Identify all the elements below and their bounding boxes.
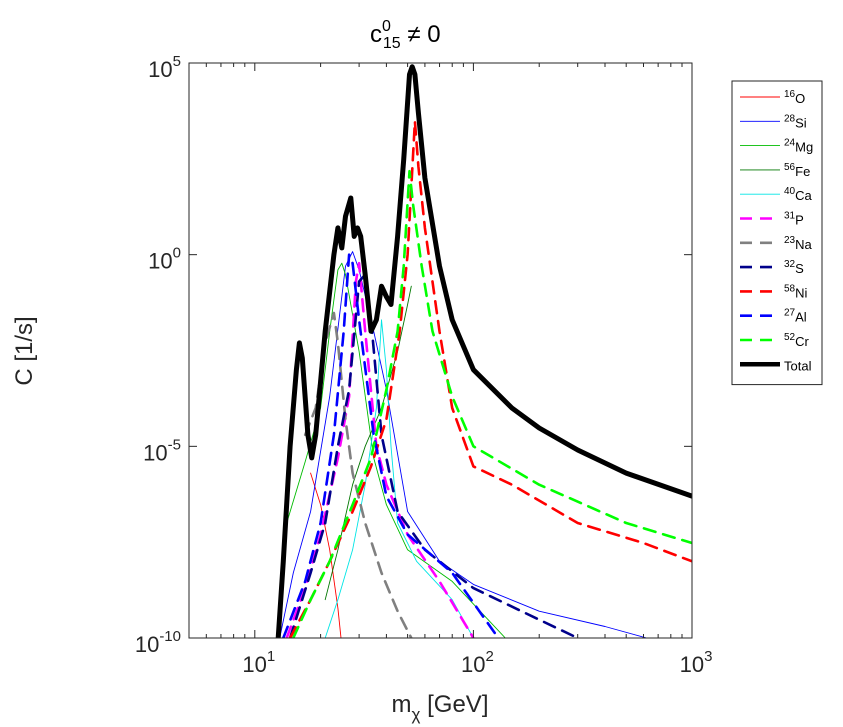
legend-label: 58Ni	[784, 283, 808, 300]
plot-area	[189, 63, 692, 638]
series-line-40Ca	[324, 319, 474, 638]
x-tick-label: 101	[242, 648, 275, 677]
legend-label: 23Na	[784, 235, 813, 252]
plot-frame	[188, 62, 693, 639]
legend-label: 31P	[784, 211, 804, 228]
legend-label: Total	[784, 358, 812, 373]
legend-label: 56Fe	[784, 162, 810, 179]
legend-item-32S: 32S	[740, 259, 804, 276]
legend-label: 28Si	[784, 113, 807, 130]
title-base: c	[370, 21, 382, 48]
legend-label: 32S	[784, 259, 804, 276]
legend-item-31P: 31P	[740, 211, 804, 228]
series-line-27Al	[282, 253, 500, 638]
legend-item-27Al: 27Al	[740, 308, 807, 325]
legend-item-58Ni: 58Ni	[740, 283, 808, 300]
legend: 16O 28Si 24Mg 56Fe 40Ca 31P 23Na 32S 58Ni 27Al 52C…	[731, 80, 823, 386]
legend-label: 16O	[784, 89, 805, 106]
series-line-58Ni	[288, 120, 692, 638]
legend-label: 24Mg	[784, 138, 813, 155]
legend-label: 52Cr	[784, 332, 810, 349]
y-tick-label: 100	[148, 245, 181, 274]
y-tick-label: 10-5	[143, 436, 181, 465]
legend-item-Total: Total	[740, 358, 812, 373]
legend-item-28Si: 28Si	[740, 113, 807, 130]
title-rest: ≠ 0	[401, 21, 441, 48]
y-axis-title: C [1/s]	[11, 316, 38, 385]
legend-label: 40Ca	[784, 186, 813, 203]
x-axis-title-base: m	[392, 691, 412, 718]
y-tick-label: 10-10	[135, 628, 181, 657]
series-layer	[275, 64, 692, 638]
x-tick-label: 102	[461, 648, 494, 677]
series-line-32S	[288, 273, 579, 638]
legend-item-40Ca: 40Ca	[740, 186, 813, 203]
y-tick-label: 105	[148, 53, 181, 82]
chart-title: c0 15 ≠ 0	[370, 18, 441, 52]
legend-item-23Na: 23Na	[740, 235, 813, 252]
legend-item-24Mg: 24Mg	[740, 138, 813, 155]
chart-title-text: c0 15 ≠ 0	[370, 18, 441, 52]
title-subscript: 15	[383, 35, 401, 52]
x-axis-title-rest: [GeV]	[420, 691, 488, 718]
series-line-Total	[275, 64, 692, 638]
title-superscript: 0	[382, 18, 391, 35]
axes-layer: 10-10 10-5 100 105 101 102 103	[135, 53, 713, 677]
legend-item-56Fe: 56Fe	[740, 162, 810, 179]
series-line-52Cr	[292, 169, 692, 638]
x-tick-label: 103	[680, 648, 713, 677]
x-axis-title-sub: χ	[412, 705, 421, 724]
legend-label: 27Al	[784, 308, 807, 325]
legend-item-16O: 16O	[740, 89, 805, 106]
legend-box	[731, 80, 823, 386]
legend-item-52Cr: 52Cr	[740, 332, 810, 349]
x-axis-title: mχ [GeV]	[392, 691, 489, 724]
series-line-16O	[310, 472, 342, 638]
